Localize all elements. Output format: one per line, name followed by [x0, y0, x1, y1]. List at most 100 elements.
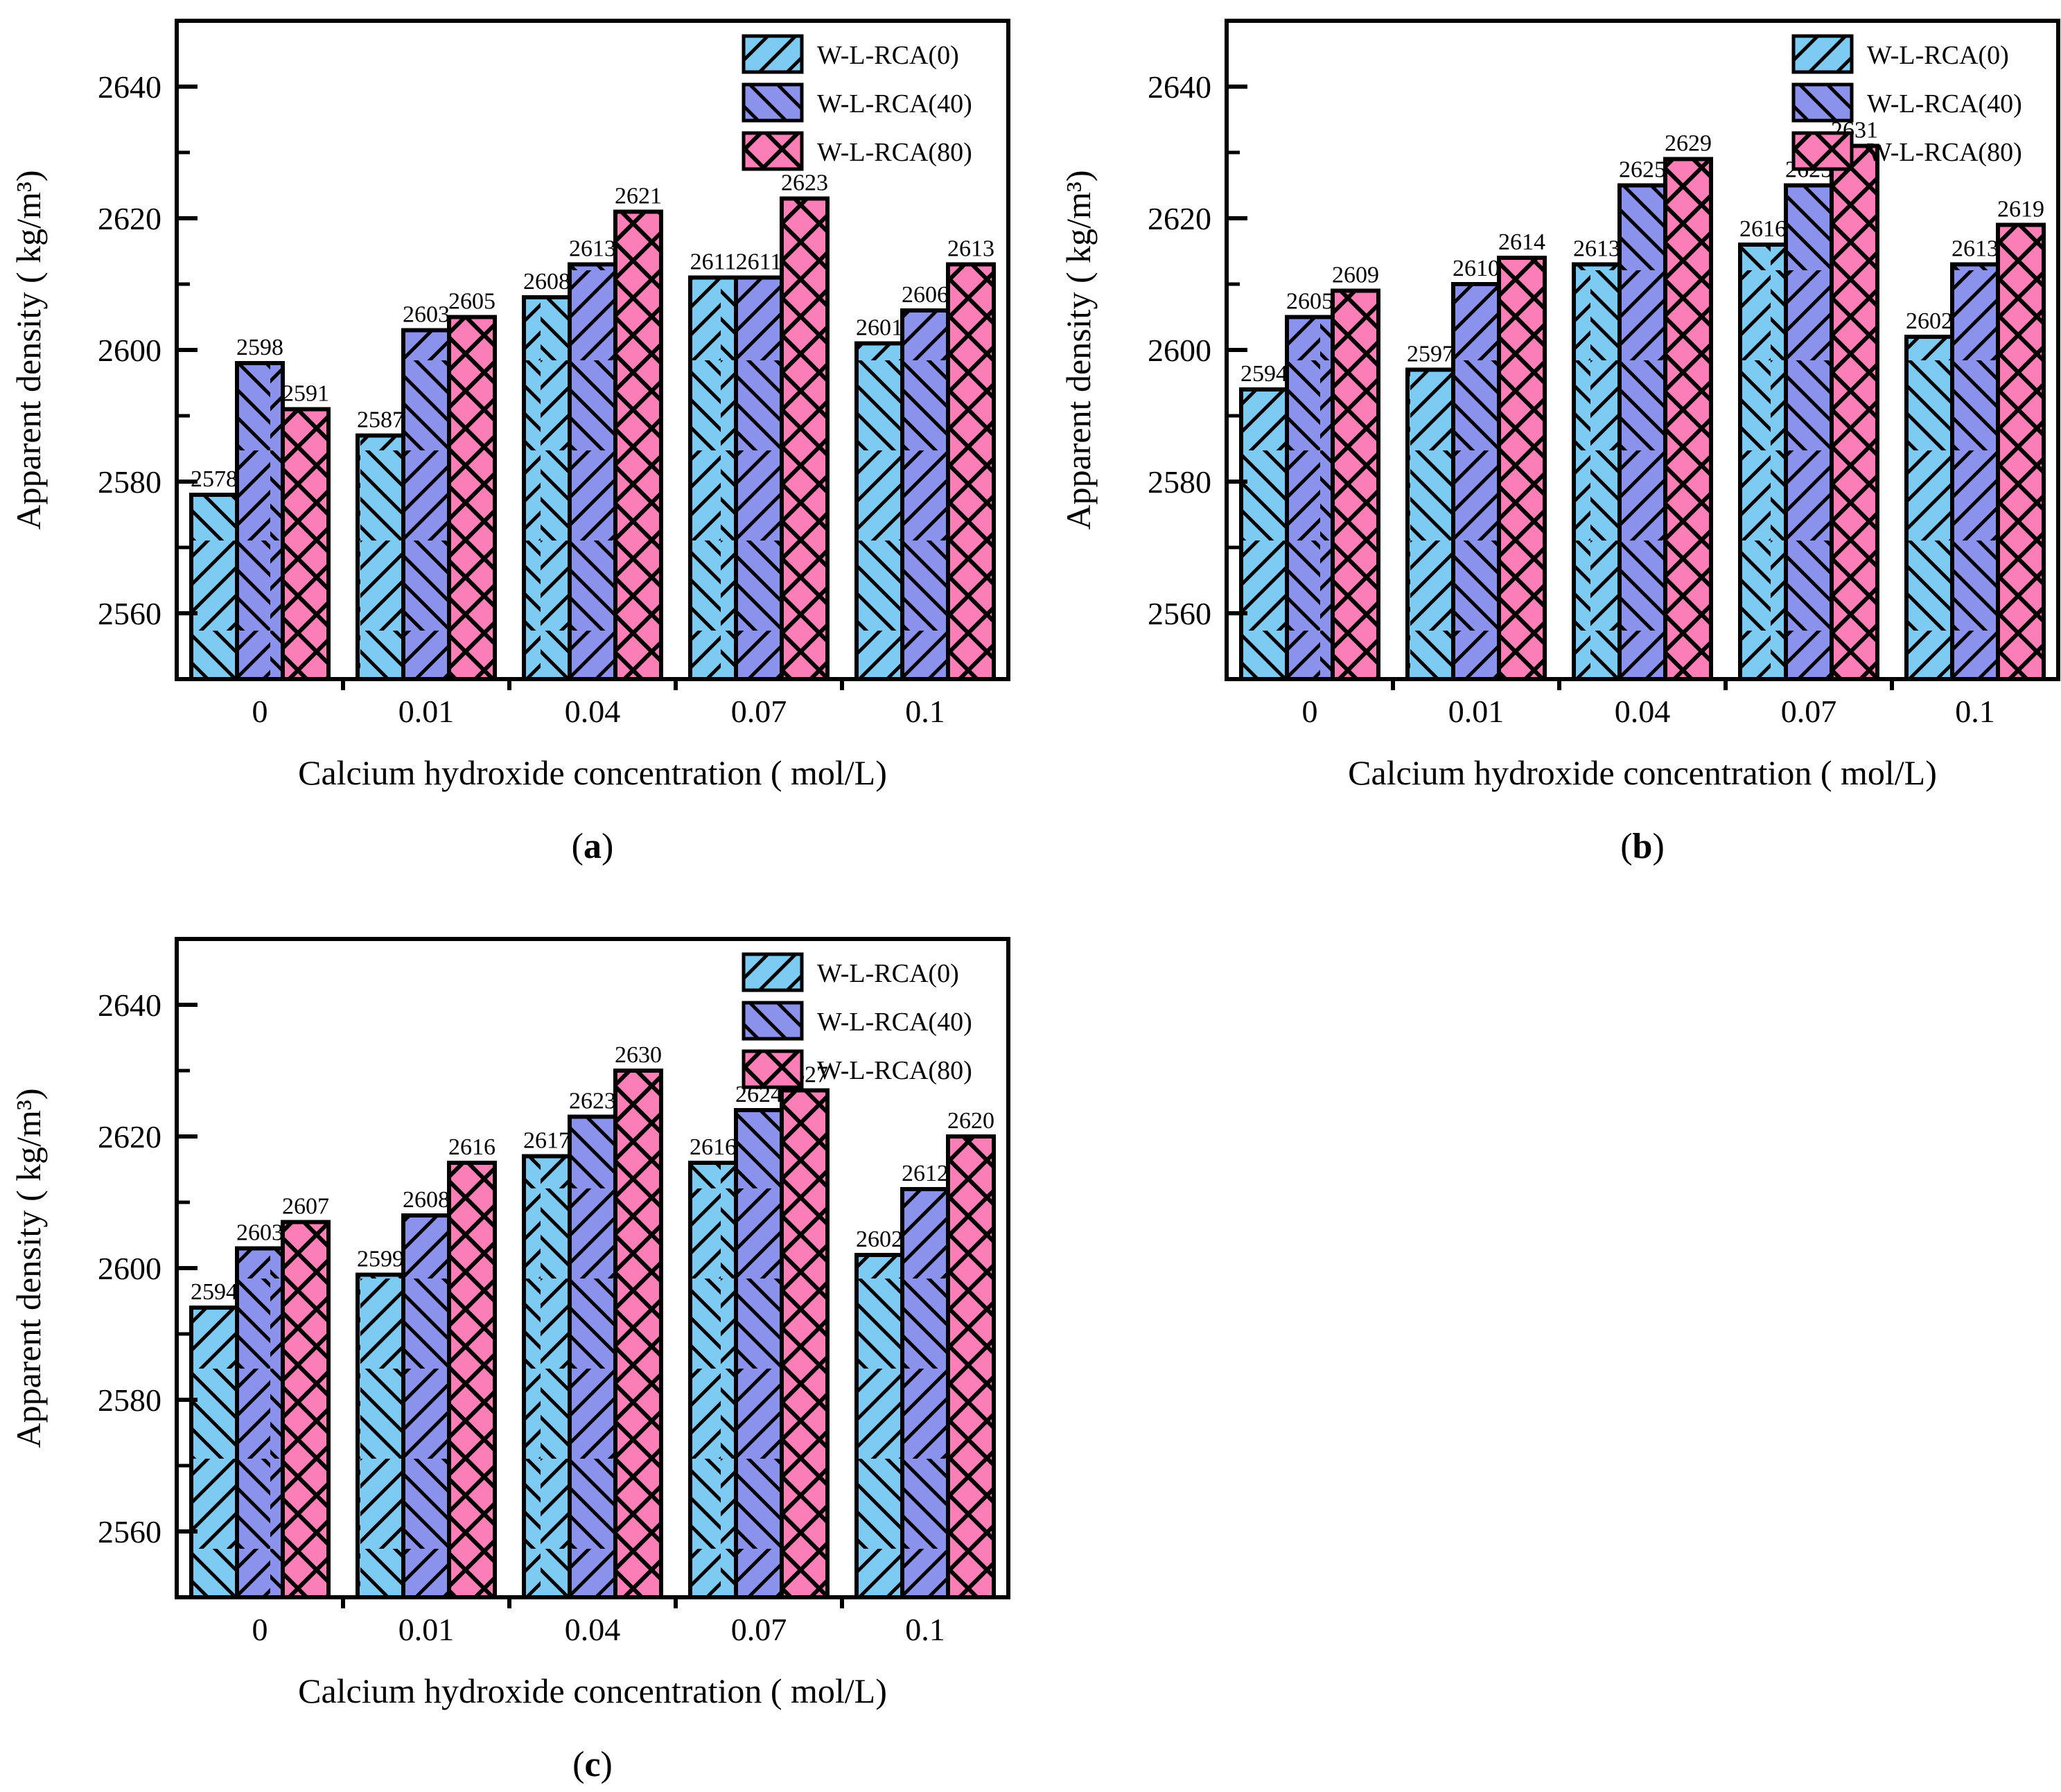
bar-value-label: 2578 — [191, 466, 238, 492]
bar-value-label: 2608 — [523, 269, 570, 295]
chart-panel-b: 2594 2605 2609 2597 2610 2614 2613 2625 2629 2616… — [1050, 0, 2061, 901]
x-tick-label: 0.04 — [565, 1612, 621, 1647]
y-axis-title: Apparent density ( kg/m³) — [9, 170, 48, 529]
y-tick-label: 2620 — [98, 1119, 161, 1154]
x-tick-label: 0.07 — [1781, 694, 1837, 729]
bar-value-label: 2621 — [615, 184, 662, 209]
bar-value-label: 2619 — [1997, 197, 2044, 222]
bar-value-label: 2598 — [236, 335, 283, 360]
legend-label: W-L-RCA(40) — [1867, 89, 2022, 118]
bar-chart-c: 2594 2603 2607 2599 2608 2616 2617 2623 2630 2616… — [0, 918, 1040, 1792]
y-tick-label: 2560 — [1148, 596, 1211, 631]
y-axis-title: Apparent density ( kg/m³) — [1059, 170, 1098, 529]
legend: W-L-RCA(0) W-L-RCA(40) W-L-RCA(80) — [1791, 34, 2022, 171]
bar-chart-a: 2578 2598 2591 2587 2603 2605 2608 2613 2621 2611… — [0, 0, 1040, 901]
x-axis-title: Calcium hydroxide concentration ( mol/L) — [298, 1671, 887, 1710]
bar-value-label: 2594 — [191, 1279, 238, 1305]
bar-value-label: 2601 — [856, 315, 903, 341]
bar-value-label: 2594 — [1240, 361, 1288, 387]
legend: W-L-RCA(0) W-L-RCA(40) W-L-RCA(80) — [742, 952, 972, 1089]
bar-value-label: 2591 — [282, 381, 329, 407]
y-tick-label: 2640 — [1148, 69, 1211, 105]
x-tick-label: 0.07 — [731, 1612, 787, 1647]
bar-value-label: 2612 — [902, 1161, 949, 1186]
legend-label: W-L-RCA(0) — [1867, 41, 2009, 70]
y-tick-label: 2600 — [98, 333, 161, 368]
x-axis: 0 0.01 0.04 0.07 0.1 — [252, 679, 945, 729]
bar-value-label: 2609 — [1332, 263, 1379, 288]
bar-value-label: 2613 — [569, 236, 616, 262]
legend-label: W-L-RCA(0) — [817, 41, 959, 70]
chart-panel-a: 2578 2598 2591 2587 2603 2605 2608 2613 2621 2611… — [0, 0, 1040, 901]
bar-value-label: 2614 — [1498, 229, 1545, 255]
legend-label: W-L-RCA(80) — [817, 1056, 972, 1085]
legend-label: W-L-RCA(40) — [817, 1008, 972, 1037]
bar-value-label: 2623 — [781, 170, 828, 196]
legend-label: W-L-RCA(80) — [817, 138, 972, 167]
bar-value-label: 2605 — [1286, 289, 1333, 315]
bar-value-label: 2616 — [690, 1134, 737, 1160]
plot-frame — [175, 937, 1010, 1599]
y-axis: 2560 2580 2600 2620 2640 — [1148, 69, 1247, 631]
bar-value-label: 2630 — [615, 1042, 662, 1068]
y-tick-label: 2580 — [98, 464, 161, 500]
y-tick-label: 2560 — [98, 1514, 161, 1549]
legend-label: W-L-RCA(40) — [817, 89, 972, 118]
panel-label: (c) — [572, 1745, 613, 1784]
bar-value-label: 2602 — [1906, 308, 1953, 334]
x-tick-label: 0.1 — [905, 694, 945, 729]
x-tick-label: 0.1 — [1955, 694, 1995, 729]
y-tick-label: 2580 — [1148, 464, 1211, 500]
bar-value-label: 2629 — [1665, 131, 1712, 157]
x-tick-label: 0 — [252, 694, 268, 729]
panel-label: (b) — [1620, 827, 1665, 866]
bar-value-label: 2587 — [357, 407, 404, 433]
x-tick-label: 0.07 — [731, 694, 787, 729]
legend: W-L-RCA(0) W-L-RCA(40) W-L-RCA(80) — [742, 34, 972, 171]
plot-frame — [1225, 19, 2060, 681]
x-tick-label: 0.01 — [398, 694, 455, 729]
bar-value-label: 2597 — [1407, 342, 1454, 367]
panel-label: (a) — [572, 827, 614, 866]
bar-value-label: 2613 — [1952, 236, 1999, 262]
y-tick-label: 2600 — [98, 1251, 161, 1286]
bar-value-label: 2610 — [1453, 256, 1500, 281]
x-tick-label: 0 — [1302, 694, 1318, 729]
bar-value-label: 2611 — [736, 249, 782, 275]
bar-value-label: 2599 — [357, 1247, 404, 1272]
y-axis: 2560 2580 2600 2620 2640 — [98, 69, 198, 631]
y-tick-label: 2640 — [98, 69, 161, 105]
x-tick-label: 0.1 — [905, 1612, 945, 1647]
x-tick-label: 0.01 — [1448, 694, 1505, 729]
legend-label: W-L-RCA(80) — [1867, 138, 2022, 167]
x-axis-title: Calcium hydroxide concentration ( mol/L) — [1348, 753, 1937, 792]
y-axis: 2560 2580 2600 2620 2640 — [98, 987, 198, 1549]
bar-value-label: 2613 — [1573, 236, 1620, 262]
bar-value-label: 2602 — [856, 1227, 903, 1252]
x-axis: 0 0.01 0.04 0.07 0.1 — [252, 1597, 945, 1647]
bar-value-label: 2625 — [1619, 157, 1666, 183]
y-axis-title: Apparent density ( kg/m³) — [9, 1088, 48, 1448]
x-axis: 0 0.01 0.04 0.07 0.1 — [1302, 679, 1995, 729]
plot-frame — [175, 19, 1010, 681]
bar-value-label: 2613 — [947, 236, 994, 262]
x-tick-label: 0.04 — [565, 694, 621, 729]
bar-value-label: 2616 — [448, 1134, 495, 1160]
y-tick-label: 2620 — [98, 201, 161, 236]
bar-chart-b: 2594 2605 2609 2597 2610 2614 2613 2625 2629 2616… — [1050, 0, 2061, 901]
bar-value-label: 2605 — [448, 289, 495, 315]
y-tick-label: 2560 — [98, 596, 161, 631]
bar-value-label: 2608 — [403, 1187, 450, 1213]
bar-value-label: 2607 — [282, 1194, 329, 1220]
bar-value-label: 2603 — [236, 1220, 283, 1246]
x-axis-title: Calcium hydroxide concentration ( mol/L) — [298, 753, 887, 792]
y-tick-label: 2580 — [98, 1382, 161, 1418]
bar-value-label: 2620 — [947, 1108, 994, 1134]
y-tick-label: 2620 — [1148, 201, 1211, 236]
